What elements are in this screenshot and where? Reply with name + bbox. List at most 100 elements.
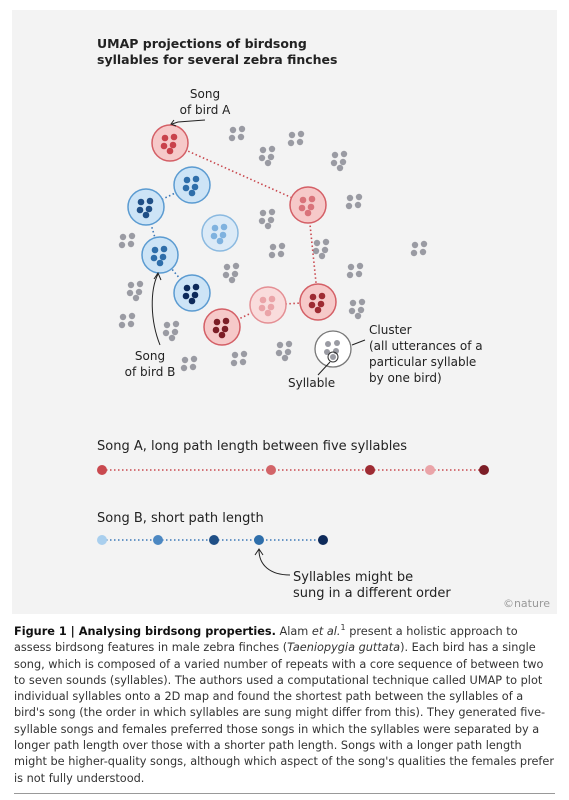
syllable-dot: [220, 223, 228, 231]
gray-dot: [347, 263, 355, 271]
syllable-dot: [309, 293, 317, 301]
gray-dot: [264, 159, 272, 167]
gray-dot: [136, 280, 144, 288]
syllable-dot: [182, 184, 190, 192]
gray-dot: [119, 233, 127, 241]
syllable-dot: [161, 134, 169, 142]
gray-dot: [269, 243, 277, 251]
syllable-dot: [183, 176, 191, 184]
song-b-syllable: [209, 535, 219, 545]
gray-dot: [135, 288, 143, 296]
title-line: UMAP projections of birdsong: [97, 36, 307, 51]
gray-dot: [275, 349, 283, 357]
cluster-a: [249, 286, 287, 324]
syllable-dot: [216, 237, 224, 245]
cluster-a: [299, 283, 337, 321]
gray-dot: [330, 159, 338, 167]
gray-dot: [127, 320, 135, 328]
syllable-dot: [219, 231, 227, 239]
syllable-dot: [170, 133, 178, 141]
syllable-dot: [156, 259, 164, 267]
gray-dot: [238, 125, 246, 133]
cluster-a: [203, 308, 241, 346]
gray-dot: [229, 126, 237, 134]
gray-dot: [281, 354, 289, 362]
syllable-dot: [317, 300, 325, 308]
gray-dot: [189, 363, 197, 371]
gray-dot: [162, 329, 170, 337]
gray-dot: [288, 131, 296, 139]
gray-dot: [190, 355, 198, 363]
gray-dot: [357, 306, 365, 314]
gray-dot: [420, 240, 428, 248]
gray-dot: [168, 334, 176, 342]
gray-dot: [278, 242, 286, 250]
syllable-dot: [318, 292, 326, 300]
gray-dot: [239, 358, 247, 366]
gray-dot: [411, 241, 419, 249]
gray-dot: [348, 307, 356, 315]
gray-dot: [346, 271, 354, 279]
umap-map: [97, 119, 489, 576]
arrow: [151, 273, 161, 346]
order-note: Syllables might be: [293, 570, 413, 585]
syllable-dot: [146, 197, 154, 205]
syllable-label: Syllable: [288, 376, 335, 390]
caption-run: Taeniopygia guttata: [287, 641, 401, 655]
path-line: [145, 184, 193, 294]
syllable-dot: [268, 295, 276, 303]
gray-dot: [228, 134, 236, 142]
arrow: [171, 119, 206, 125]
gray-dot: [267, 216, 275, 224]
gray-dot: [355, 270, 363, 278]
syllable-ring: [327, 351, 339, 363]
syllable-dot: [212, 326, 220, 334]
syllable-dot: [213, 318, 221, 326]
gray-dot: [331, 151, 339, 159]
credit: ©nature: [503, 597, 550, 610]
cluster-example: [314, 330, 352, 368]
syllable-dot: [159, 253, 167, 261]
gray-dot: [171, 328, 179, 336]
syllable-dot: [160, 245, 168, 253]
gray-dot: [268, 251, 276, 259]
gray-dot: [268, 208, 276, 216]
syllable-dot: [334, 340, 340, 346]
syllable-dot: [191, 291, 199, 299]
song-a-syllable: [266, 465, 276, 475]
gray-dot: [163, 321, 171, 329]
gray-dot: [267, 153, 275, 161]
syllable-dot: [188, 189, 196, 197]
gray-dot: [346, 194, 354, 202]
gray-dot: [119, 313, 127, 321]
syllable-dot: [222, 317, 230, 325]
syllable-dot: [314, 306, 322, 314]
arrow: [254, 548, 264, 556]
gray-dot: [285, 340, 293, 348]
gray-dot: [355, 193, 363, 201]
gray-dot: [419, 248, 427, 256]
syllable-dot: [221, 325, 229, 333]
song-a-label: Song: [190, 87, 220, 101]
cluster-b: [173, 274, 211, 312]
gray-dot: [180, 364, 188, 372]
gray-dot: [126, 289, 134, 297]
gray-dot: [318, 252, 326, 260]
song-b-path-label: Song B, short path length: [97, 511, 264, 526]
gray-dot: [268, 145, 276, 153]
gray-dot: [230, 359, 238, 367]
gray-dot: [118, 321, 126, 329]
syllable-dot: [192, 283, 200, 291]
figure: UMAP projections of birdsong syllables f…: [12, 10, 557, 614]
gray-dot: [354, 312, 362, 320]
song-a-syllable: [97, 465, 107, 475]
syllable-dot: [330, 354, 336, 360]
syllable-dot: [298, 204, 306, 212]
gray-dot: [237, 133, 245, 141]
cluster-label: particular syllable: [369, 355, 476, 369]
gray-dot: [231, 351, 239, 359]
title-line: syllables for several zebra finches: [97, 52, 337, 67]
syllable-dot: [259, 296, 267, 304]
cluster-b: [127, 188, 165, 226]
